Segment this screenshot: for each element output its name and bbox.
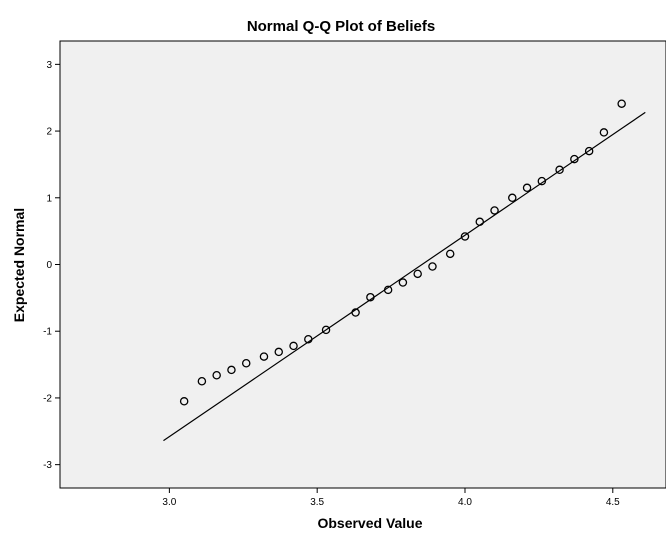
data-point [555,165,564,175]
data-point [179,397,189,406]
y-tick-label: -1 [43,327,52,338]
data-point [428,262,437,271]
data-point [351,308,360,317]
data-point [490,206,499,215]
data-point [274,347,284,357]
data-point [475,217,485,227]
x-tick-label: 3.5 [310,497,324,508]
reference-line [163,111,646,442]
data-point [227,365,236,375]
data-point [304,334,313,344]
x-tick-label: 4.5 [606,497,620,508]
data-point [584,146,594,156]
data-point [508,193,517,203]
plot-area [59,40,666,489]
x-axis-title: Observed Value [317,515,422,531]
y-axis: 3 2 1 0 -1 -2 -3 [43,60,60,471]
data-point [383,285,393,295]
y-tick-label: 2 [46,127,52,138]
chart-title: Normal Q-Q Plot of Beliefs [247,18,435,35]
y-tick-label: -2 [43,393,52,404]
data-point [617,99,626,108]
data-point [522,183,532,193]
data-point [537,176,547,186]
data-point [460,232,470,241]
data-point [197,377,207,386]
y-tick-label: -3 [43,460,52,471]
x-tick-label: 4.0 [458,497,472,508]
data-point [241,358,251,368]
x-tick-label: 3.0 [162,497,176,508]
data-point [570,154,579,164]
data-point [212,370,221,380]
data-point [413,269,422,279]
data-point [445,249,455,259]
data-point [599,128,609,137]
data-point [366,292,375,302]
data-point [321,325,331,335]
data-point [398,278,408,287]
reference-line-layer [163,111,646,442]
y-tick-label: 0 [46,260,52,271]
y-tick-label: 1 [46,193,52,204]
y-tick-label: 3 [46,60,52,71]
x-axis: 3.0 3.5 4.0 4.5 [162,488,620,508]
y-axis-title: Expected Normal [11,208,27,322]
points-layer [179,99,626,406]
data-point [289,341,298,351]
data-point [259,352,269,361]
